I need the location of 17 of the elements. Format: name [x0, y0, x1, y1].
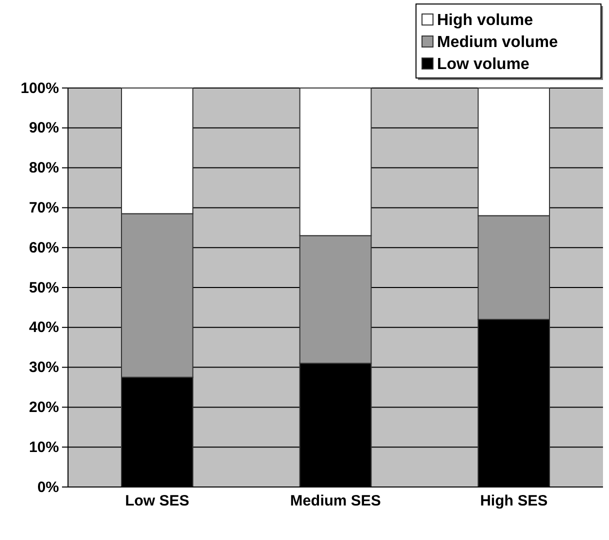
y-tick-label: 60%	[28, 239, 59, 256]
y-tick-label: 30%	[28, 359, 59, 376]
y-tick-label: 10%	[28, 438, 59, 456]
y-tick-label: 0%	[37, 478, 59, 496]
y-tick-label: 90%	[28, 120, 59, 137]
y-tick-label: 80%	[28, 160, 59, 177]
y-tick-label: 50%	[28, 279, 59, 296]
y-tick-label: 40%	[28, 319, 59, 336]
x-tick-label: Low SES	[125, 492, 190, 510]
legend-label: Medium volume	[437, 34, 558, 51]
legend-label: Low volume	[437, 56, 530, 73]
x-tick-label: High SES	[480, 492, 548, 510]
y-tick-label: 100%	[20, 80, 59, 97]
x-tick-label: Medium SES	[290, 492, 381, 510]
y-tick-label: 70%	[28, 200, 59, 216]
y-tick-label: 20%	[28, 399, 59, 416]
legend-label: High volume	[437, 12, 534, 29]
